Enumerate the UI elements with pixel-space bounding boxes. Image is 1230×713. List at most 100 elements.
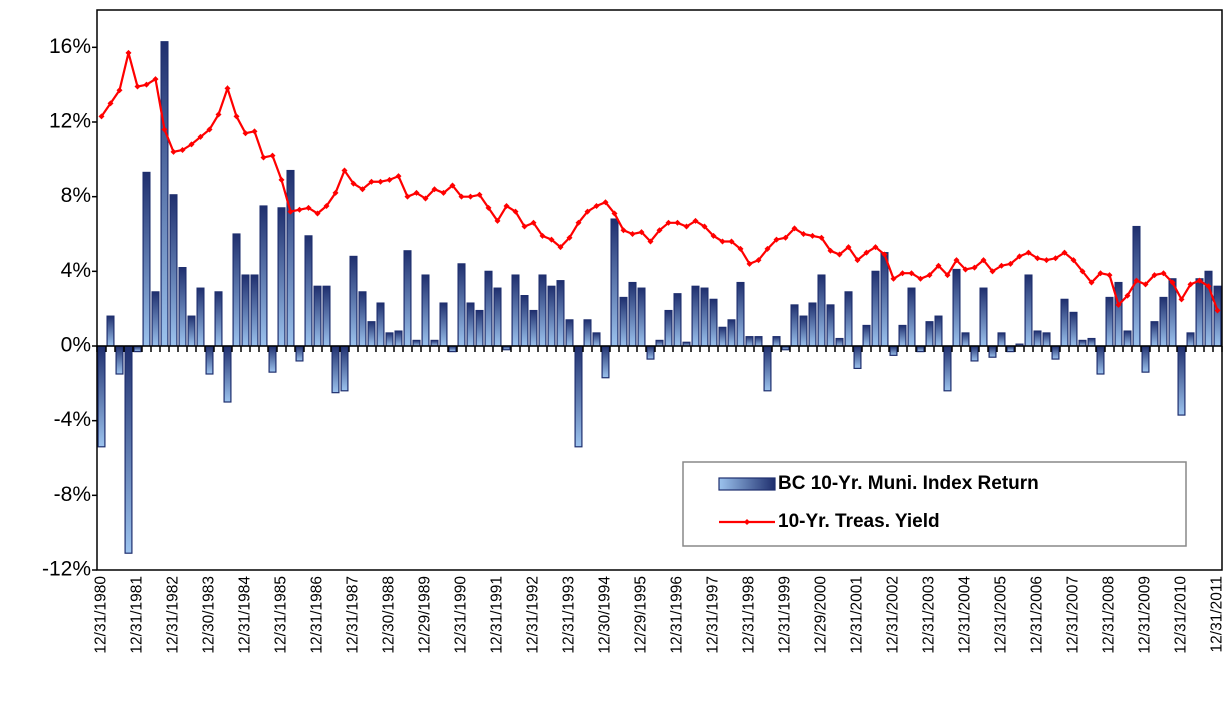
bar	[277, 207, 286, 347]
bar	[979, 287, 988, 347]
bar	[763, 345, 772, 392]
line-marker	[989, 268, 996, 275]
line-marker	[737, 245, 744, 252]
line-marker	[782, 234, 789, 241]
x-tick-label: 12/31/2002	[885, 576, 902, 654]
line-marker	[251, 128, 258, 135]
bar	[466, 302, 475, 347]
line-marker	[1196, 277, 1203, 284]
line-marker	[386, 176, 393, 183]
y-tick-label: -4%	[54, 408, 91, 431]
line-marker	[890, 275, 897, 282]
bar	[205, 345, 214, 375]
line-marker	[1061, 249, 1068, 256]
bar	[520, 295, 529, 347]
x-tick-label: 12/31/1984	[237, 576, 254, 654]
x-tick-label: 12/31/2005	[993, 576, 1010, 654]
bar	[367, 321, 376, 347]
bar	[538, 274, 547, 347]
bar	[286, 169, 295, 347]
line-marker	[449, 182, 456, 189]
bar	[97, 345, 106, 448]
line-marker	[791, 225, 798, 232]
line-marker	[287, 208, 294, 215]
line-marker	[1115, 301, 1122, 308]
line-marker	[341, 167, 348, 174]
bar	[1195, 278, 1204, 347]
bar	[565, 319, 574, 347]
legend-marker	[744, 519, 750, 525]
bar	[1159, 296, 1168, 347]
bar	[835, 337, 844, 347]
line-marker	[530, 219, 537, 226]
line-marker	[1070, 257, 1077, 264]
line-marker	[242, 130, 249, 137]
x-tick-label: 12/31/1987	[345, 576, 362, 654]
y-tick-label: -8%	[54, 483, 91, 506]
line-marker	[170, 148, 177, 155]
line-marker	[1214, 307, 1221, 314]
x-tick-label: 12/31/2007	[1065, 576, 1082, 654]
x-tick-label: 12/31/1981	[129, 576, 146, 654]
bar	[700, 287, 709, 347]
line-marker	[467, 193, 474, 200]
bar	[988, 345, 997, 358]
bar	[628, 281, 637, 347]
bar	[304, 235, 313, 347]
bar	[1123, 330, 1132, 347]
bar	[826, 304, 835, 347]
line-marker	[359, 186, 366, 193]
line-marker	[575, 219, 582, 226]
bar	[403, 250, 412, 347]
line-marker	[1106, 272, 1113, 279]
line-marker	[548, 236, 555, 243]
x-tick-label: 12/31/2001	[849, 576, 866, 654]
line-marker	[998, 262, 1005, 269]
bar	[754, 336, 763, 347]
bar	[880, 252, 889, 347]
line-marker	[134, 83, 141, 90]
line-marker	[476, 191, 483, 198]
line-marker	[125, 49, 132, 56]
bar	[1033, 330, 1042, 347]
bar	[556, 280, 565, 347]
bar	[160, 41, 169, 347]
line-marker	[1169, 279, 1176, 286]
bar	[1177, 345, 1186, 416]
line-marker	[809, 232, 816, 239]
bar	[646, 345, 655, 360]
x-tick-label: 12/31/2011	[1209, 576, 1226, 652]
bar	[637, 287, 646, 347]
line-marker	[773, 236, 780, 243]
line-marker	[1097, 270, 1104, 277]
line-marker	[161, 126, 168, 133]
bar	[232, 233, 241, 347]
line-marker	[395, 173, 402, 180]
bar	[664, 309, 673, 347]
bar	[1150, 321, 1159, 347]
bar	[1213, 285, 1222, 347]
line-marker	[152, 76, 159, 83]
line-marker	[935, 262, 942, 269]
line-marker	[962, 266, 969, 273]
line-marker	[1205, 283, 1212, 290]
bar	[583, 319, 592, 347]
line-marker	[1178, 296, 1185, 303]
x-tick-label: 12/30/1983	[201, 576, 218, 654]
bar	[421, 274, 430, 347]
bar	[772, 336, 781, 347]
y-tick-label: 16%	[49, 35, 91, 58]
line-marker	[494, 217, 501, 224]
bar	[817, 274, 826, 347]
y-tick-label: 4%	[61, 259, 91, 282]
x-tick-label: 12/31/2003	[921, 576, 938, 654]
line-marker	[602, 199, 609, 206]
line-marker	[1187, 281, 1194, 288]
line-marker	[872, 244, 879, 251]
bar	[142, 171, 151, 347]
y-tick-label: -12%	[42, 558, 91, 581]
bar	[1042, 332, 1051, 347]
bar	[340, 345, 349, 392]
bar	[448, 345, 457, 353]
line-marker	[1016, 253, 1023, 260]
